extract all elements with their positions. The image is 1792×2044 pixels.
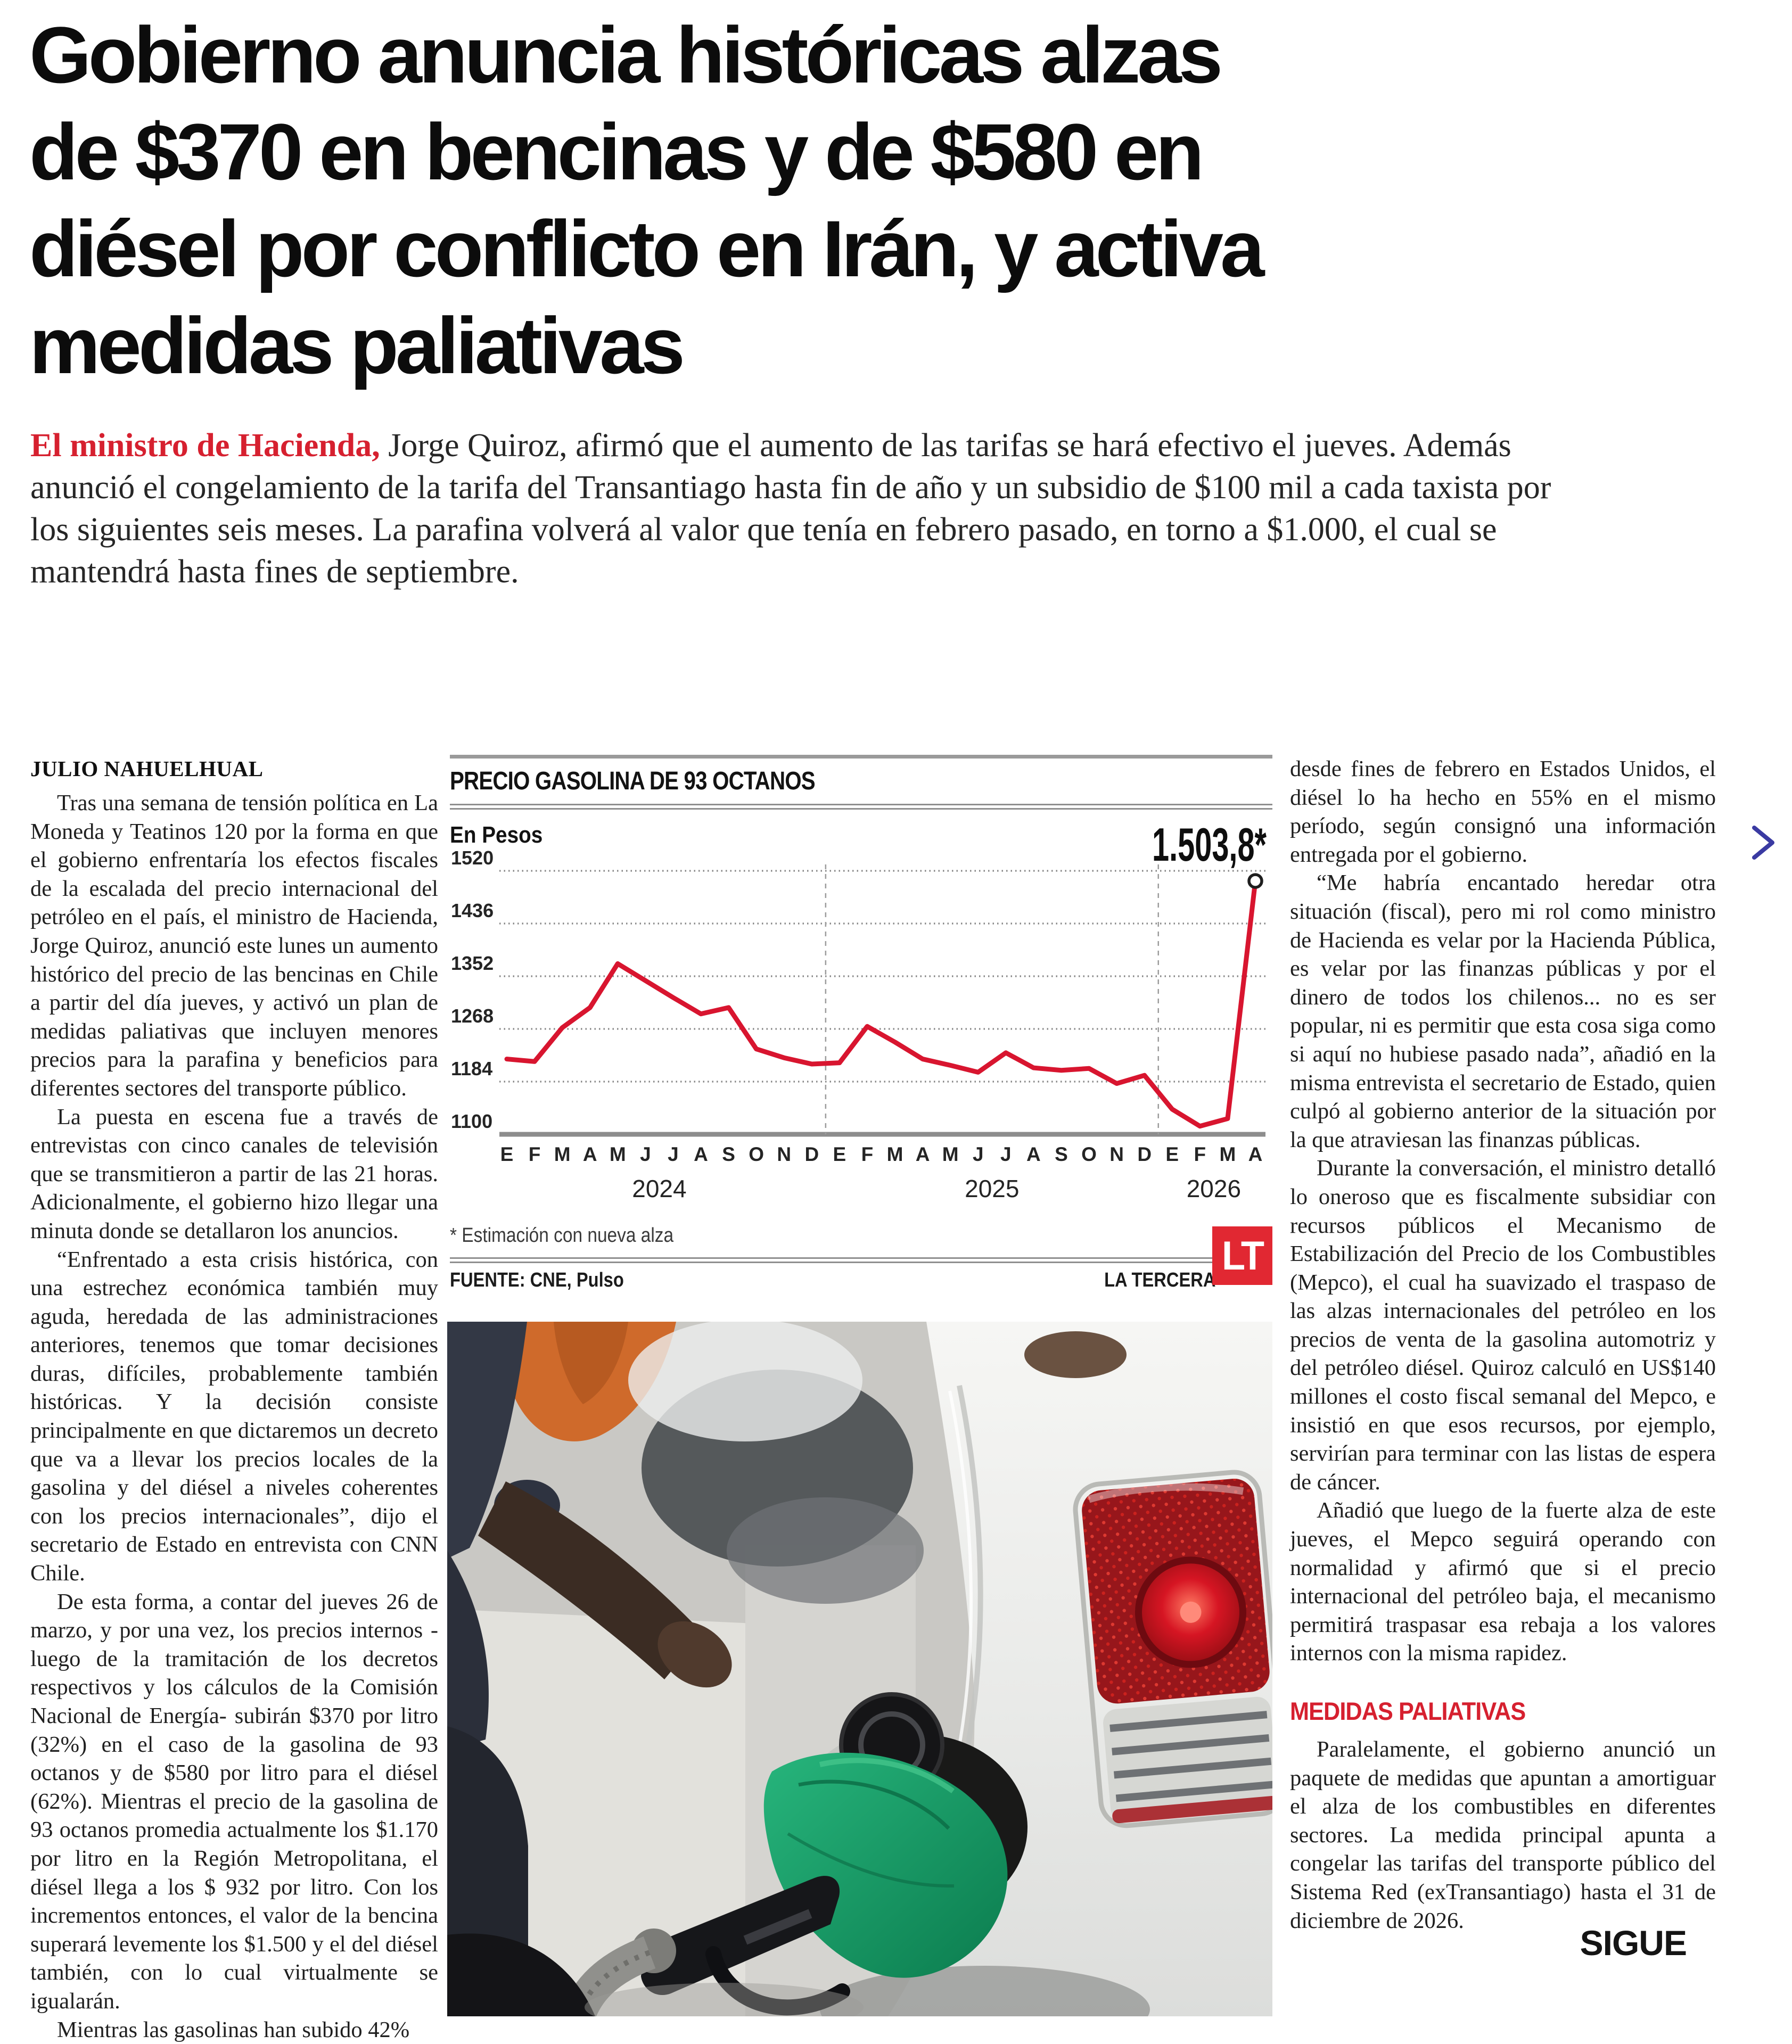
svg-text:S: S [722, 1143, 735, 1165]
lead-highlight: El ministro de Hacienda, [30, 427, 380, 464]
byline: JULIO NAHUELHUAL [30, 756, 264, 781]
section-subhead: MEDIDAS PALIATIVAS [1290, 1697, 1526, 1725]
lead-paragraph: El ministro de Hacienda, Jorge Quiroz, a… [30, 425, 1582, 593]
pump-hose [447, 1933, 595, 2016]
chart-credit: LA TERCERA [1104, 1269, 1215, 1291]
svg-text:E: E [500, 1143, 514, 1165]
svg-text:A: A [1248, 1143, 1263, 1165]
svg-text:J: J [668, 1143, 679, 1165]
continued-label: SIGUE [1580, 1923, 1687, 1963]
svg-text:1352: 1352 [451, 952, 494, 974]
attendant-hand [657, 1621, 732, 1688]
svg-text:1184: 1184 [451, 1058, 492, 1079]
svg-text:J: J [640, 1143, 651, 1165]
attendant-clothing [447, 1322, 527, 1559]
article-paragraph: Tras una semana de tensión política en L… [30, 790, 438, 1101]
chart-title: PRECIO GASOLINA DE 93 OCTANOS [450, 767, 816, 795]
headline-line: diésel por conflicto en Irán, y activa [29, 204, 1264, 293]
svg-text:M: M [610, 1143, 626, 1165]
la-tercera-logo: LT [1212, 1226, 1272, 1285]
svg-text:2025: 2025 [965, 1175, 1019, 1202]
fuel-nozzle [447, 1752, 1008, 2016]
svg-text:A: A [583, 1143, 597, 1165]
svg-text:1436: 1436 [451, 900, 494, 921]
la-tercera-logo-letters: LT [1221, 1233, 1264, 1279]
divider [450, 804, 1272, 810]
svg-text:M: M [554, 1143, 571, 1165]
article-paragraph: La puesta en escena fue a través de entr… [30, 1104, 438, 1243]
divider [450, 1257, 1272, 1263]
svg-text:N: N [1109, 1143, 1124, 1165]
article-paragraph: “Enfrentado a esta crisis histórica, con… [30, 1247, 438, 1586]
fuel-price-chart: PRECIO GASOLINA DE 93 OCTANOS En Pesos 1… [450, 755, 1272, 1295]
svg-text:1.503,8*: 1.503,8* [1152, 818, 1267, 871]
nozzle-trigger-guard [705, 1946, 850, 2016]
divider [450, 755, 1272, 759]
chevron-right-icon[interactable] [1750, 824, 1778, 861]
chart-footnote: * Estimación con nueva alza [450, 1224, 674, 1247]
svg-text:1520: 1520 [451, 847, 494, 869]
headline-line: de $370 en bencinas y de $580 en [29, 107, 1204, 196]
article-paragraph: Paralelamente, el gobierno anunció un pa… [1290, 1737, 1716, 1933]
nozzle-handle [641, 1876, 840, 1996]
article-paragraph: Mientras las gasolinas han subido 42% [57, 2017, 410, 2042]
right-column: desde fines de febrero en Estados Unidos… [1290, 755, 1716, 1935]
chart-source: FUENTE: CNE, Pulso [450, 1269, 624, 1291]
article-paragraph: Durante la conversación, el ministro det… [1290, 1156, 1716, 1495]
svg-text:F: F [1194, 1143, 1206, 1165]
taillight [1073, 1470, 1272, 1828]
svg-text:J: J [973, 1143, 984, 1165]
svg-text:M: M [887, 1143, 903, 1165]
article-paragraph: Añadió que luego de la fuerte alza de es… [1290, 1498, 1716, 1666]
svg-text:O: O [749, 1143, 764, 1165]
svg-text:1100: 1100 [451, 1110, 492, 1132]
article-paragraph: “Me habría encantado heredar otra situac… [1290, 870, 1716, 1152]
svg-text:D: D [804, 1143, 819, 1165]
svg-text:N: N [777, 1143, 791, 1165]
svg-text:M: M [1220, 1143, 1236, 1165]
svg-text:A: A [916, 1143, 930, 1165]
svg-text:O: O [1081, 1143, 1097, 1165]
left-column: JULIO NAHUELHUAL Tras una semana de tens… [30, 755, 438, 2044]
svg-text:J: J [1000, 1143, 1012, 1165]
svg-text:F: F [529, 1143, 541, 1165]
article-paragraph: desde fines de febrero en Estados Unidos… [1290, 756, 1716, 867]
attendant-arm [478, 1481, 703, 1679]
article-photo [447, 1322, 1272, 2016]
svg-text:S: S [1055, 1143, 1068, 1165]
svg-text:E: E [1165, 1143, 1179, 1165]
hand-on-car [1024, 1331, 1127, 1378]
article-paragraph: De esta forma, a contar del jueves 26 de… [30, 1589, 438, 2014]
svg-text:2024: 2024 [632, 1175, 686, 1202]
headline-line: Gobierno anuncia históricas alzas [29, 10, 1223, 100]
headline: Gobierno anuncia históricas alzas de $37… [29, 7, 1523, 395]
svg-text:D: D [1137, 1143, 1152, 1165]
lead-text: Jorge Quiroz, afirmó que el aumento de l… [30, 427, 1551, 590]
svg-text:2026: 2026 [1187, 1175, 1241, 1202]
svg-text:A: A [694, 1143, 708, 1165]
svg-text:M: M [942, 1143, 959, 1165]
headline-line: medidas paliativas [29, 301, 685, 390]
svg-text:F: F [861, 1143, 874, 1165]
svg-text:A: A [1026, 1143, 1041, 1165]
svg-text:1268: 1268 [451, 1005, 494, 1027]
chart-unit-label: En Pesos [450, 822, 543, 848]
svg-text:E: E [833, 1143, 846, 1165]
